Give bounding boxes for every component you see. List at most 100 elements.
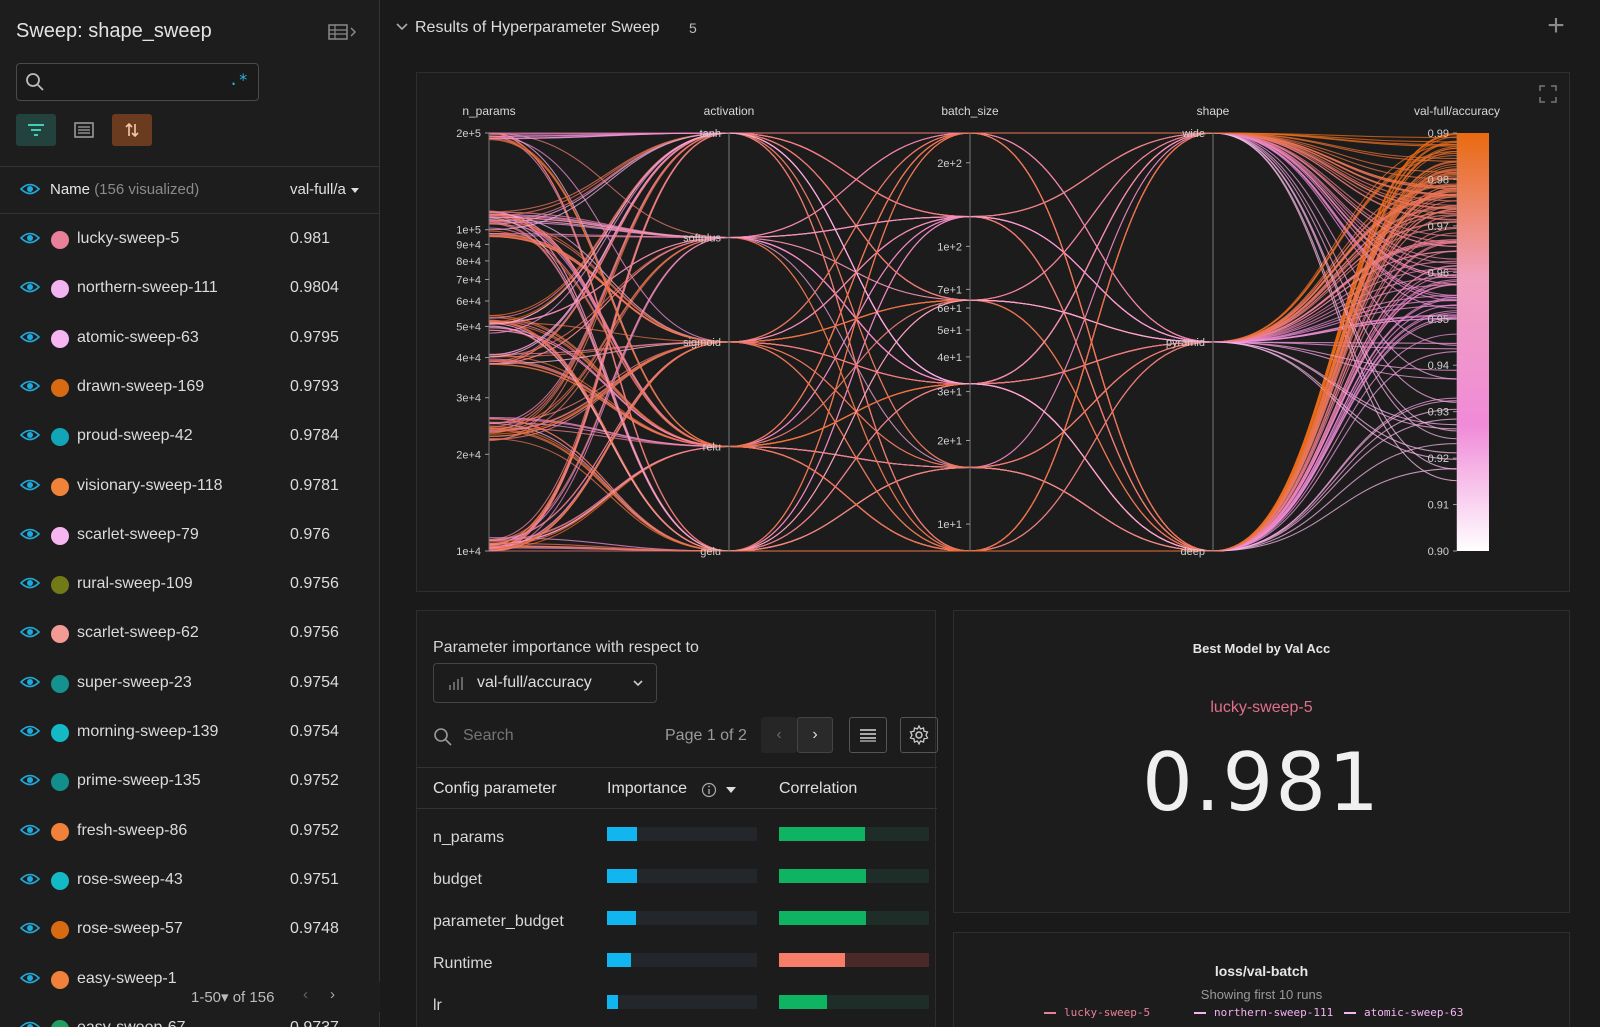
column-settings-button[interactable] [849,717,887,753]
run-color-swatch[interactable] [51,1019,69,1027]
run-name[interactable]: northern-sweep-111 [77,279,218,297]
previous-page-button[interactable]: ‹ [761,717,797,753]
next-page-button[interactable]: › [797,717,833,753]
run-name[interactable]: super-sweep-23 [77,673,192,691]
run-color-swatch[interactable] [51,231,69,249]
run-search-box[interactable]: .* [16,63,259,101]
importance-header[interactable]: Importance [607,780,688,797]
parameter-search-input[interactable] [463,723,643,749]
run-row[interactable]: super-sweep-23 0.9754 [0,660,380,709]
run-name[interactable]: rose-sweep-57 [77,920,183,938]
eye-icon[interactable] [20,231,40,245]
run-name[interactable]: morning-sweep-139 [77,723,219,740]
legend-item[interactable]: lucky-sweep-5 [1044,1006,1150,1019]
run-row[interactable]: proud-sweep-42 0.9784 [0,413,380,462]
run-row[interactable]: atomic-sweep-63 0.9795 [0,315,380,364]
run-name[interactable]: rose-sweep-43 [77,870,183,888]
run-row[interactable]: fresh-sweep-86 0.9752 [0,808,380,857]
best-run-name[interactable]: lucky-sweep-5 [1210,699,1313,716]
eye-icon[interactable] [20,724,40,738]
run-row[interactable]: easy-sweep-1 [0,956,380,1005]
run-row[interactable]: rose-sweep-57 0.9748 [0,906,380,955]
metric-select[interactable]: val-full/accuracy [433,663,657,703]
run-color-swatch[interactable] [51,773,69,792]
run-name[interactable]: scarlet-sweep-62 [77,624,199,642]
run-color-swatch[interactable] [51,970,69,989]
fullscreen-icon[interactable] [1539,85,1557,103]
chevron-down-icon[interactable] [395,22,409,32]
eye-icon[interactable] [20,921,40,935]
run-name[interactable]: easy-sweep-67 [77,1019,186,1027]
run-color-swatch[interactable] [51,428,69,447]
filter-button[interactable] [16,114,56,146]
eye-icon[interactable] [20,773,40,787]
run-color-swatch[interactable] [51,822,69,841]
eye-icon[interactable] [20,379,40,393]
eye-icon[interactable] [20,675,40,689]
run-name[interactable]: fresh-sweep-86 [77,821,188,839]
run-color-swatch[interactable] [51,724,69,742]
sort-desc-icon[interactable] [725,786,737,794]
run-name[interactable]: prime-sweep-135 [77,772,201,790]
parallel-coordinates-chart[interactable]: n_params activation batch_size shape val-ful… [417,73,1571,593]
eye-icon[interactable] [20,1020,40,1027]
run-name[interactable]: rural-sweep-109 [77,575,193,593]
previous-page-button[interactable]: ‹ [303,986,308,1003]
run-color-swatch[interactable] [51,674,69,693]
eye-icon[interactable] [20,625,40,639]
run-row[interactable]: visionary-sweep-118 0.9781 [0,463,380,512]
eye-icon[interactable] [20,823,40,837]
correlation-header[interactable]: Correlation [779,780,858,797]
run-color-swatch[interactable] [51,477,69,496]
section-title[interactable]: Results of Hyperparameter Sweep [415,19,660,36]
eye-icon[interactable] [20,576,40,590]
collapse-sidebar-button[interactable] [328,22,362,44]
run-color-swatch[interactable] [51,921,69,940]
run-row[interactable]: drawn-sweep-169 0.9793 [0,364,380,413]
run-name[interactable]: drawn-sweep-169 [77,377,205,395]
run-row[interactable]: morning-sweep-139 0.9754 [0,709,380,758]
eye-icon[interactable] [20,182,40,196]
run-search-input[interactable] [55,70,225,94]
run-color-swatch[interactable] [51,576,69,595]
eye-icon[interactable] [20,478,40,492]
run-color-swatch[interactable] [51,378,69,397]
run-name[interactable]: easy-sweep-1 [77,969,177,987]
run-row[interactable]: scarlet-sweep-79 0.976 [0,512,380,561]
run-name[interactable]: visionary-sweep-118 [77,476,223,494]
metric-column-header[interactable]: val-full/a [290,181,360,198]
eye-icon[interactable] [20,428,40,442]
add-panel-button[interactable]: + [1547,9,1565,42]
run-color-swatch[interactable] [51,526,69,545]
sort-button[interactable] [112,114,152,146]
run-color-swatch[interactable] [51,280,69,299]
info-icon[interactable] [701,782,717,798]
next-page-button[interactable]: › [330,986,335,1003]
regex-toggle-icon[interactable]: .* [228,70,248,89]
run-name[interactable]: proud-sweep-42 [77,427,193,445]
config-parameter-header[interactable]: Config parameter [433,780,557,797]
run-color-swatch[interactable] [51,625,69,644]
run-color-swatch[interactable] [51,329,69,348]
run-row[interactable]: lucky-sweep-5 0.981 [0,216,380,265]
page-size-dropdown[interactable]: 1-50▾ of 156 [191,989,275,1006]
run-row[interactable]: prime-sweep-135 0.9752 [0,758,380,807]
run-row[interactable]: rural-sweep-109 0.9756 [0,561,380,610]
eye-icon[interactable] [20,971,40,985]
run-color-swatch[interactable] [51,871,69,890]
eye-icon[interactable] [20,330,40,344]
run-name[interactable]: scarlet-sweep-79 [77,525,199,543]
legend-item[interactable]: northern-sweep-111 [1194,1006,1333,1019]
eye-icon[interactable] [20,872,40,886]
group-button[interactable] [64,114,104,146]
run-row[interactable]: northern-sweep-111 0.9804 [0,265,380,314]
eye-icon[interactable] [20,280,40,294]
run-row[interactable]: rose-sweep-43 0.9751 [0,857,380,906]
name-column-header[interactable]: Name (156 visualized) [50,181,199,198]
run-row[interactable]: scarlet-sweep-62 0.9756 [0,610,380,659]
settings-button[interactable] [900,717,938,753]
eye-icon[interactable] [20,527,40,541]
run-name[interactable]: lucky-sweep-5 [77,230,180,247]
run-name[interactable]: atomic-sweep-63 [77,328,199,346]
legend-item[interactable]: atomic-sweep-63 [1344,1006,1463,1019]
